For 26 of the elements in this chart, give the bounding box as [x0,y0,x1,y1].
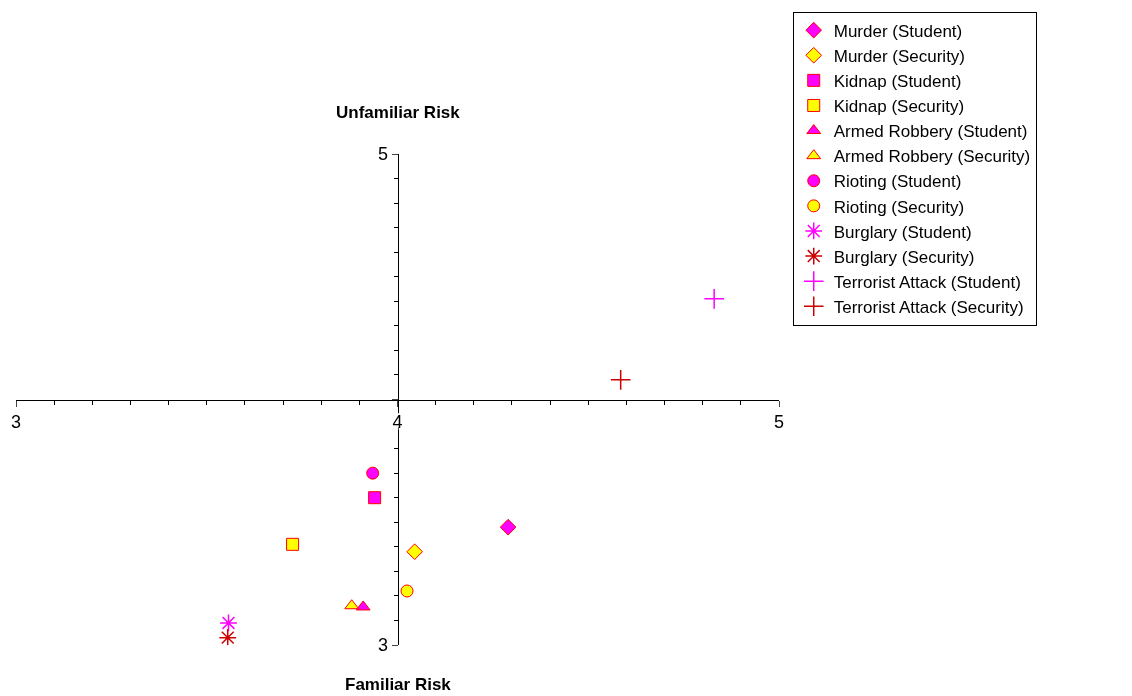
legend-label: Terrorist Attack (Student) [833,272,1021,292]
legend-label: Terrorist Attack (Security) [833,297,1024,317]
point [218,628,237,645]
legend-label: Burglary (Security) [833,247,975,267]
legend-label: Kidnap (Student) [833,71,962,91]
legend-label: Armed Robbery (Security) [833,147,1031,167]
point [703,288,725,310]
x-tick-label: 5 [773,412,785,433]
point [286,537,300,551]
point [219,613,238,633]
y-axis-title: Unfamiliar Risk [336,103,461,122]
legend-label: Rioting (Student) [833,172,962,192]
legend-label: Kidnap (Security) [833,97,965,117]
point [406,543,423,561]
point [366,466,380,480]
legend-label: Armed Robbery (Student) [833,122,1028,142]
legend-label: Murder (Security) [833,46,966,66]
x-tick-label: 3 [10,412,22,433]
x-axis-title: Familiar Risk [345,675,452,694]
legend-label: Murder (Student) [833,21,963,41]
point [400,584,414,598]
legend-label: Rioting (Security) [833,197,965,217]
point [368,491,382,505]
legend-label: Burglary (Student) [833,222,972,242]
point [610,369,632,391]
point [499,518,517,536]
